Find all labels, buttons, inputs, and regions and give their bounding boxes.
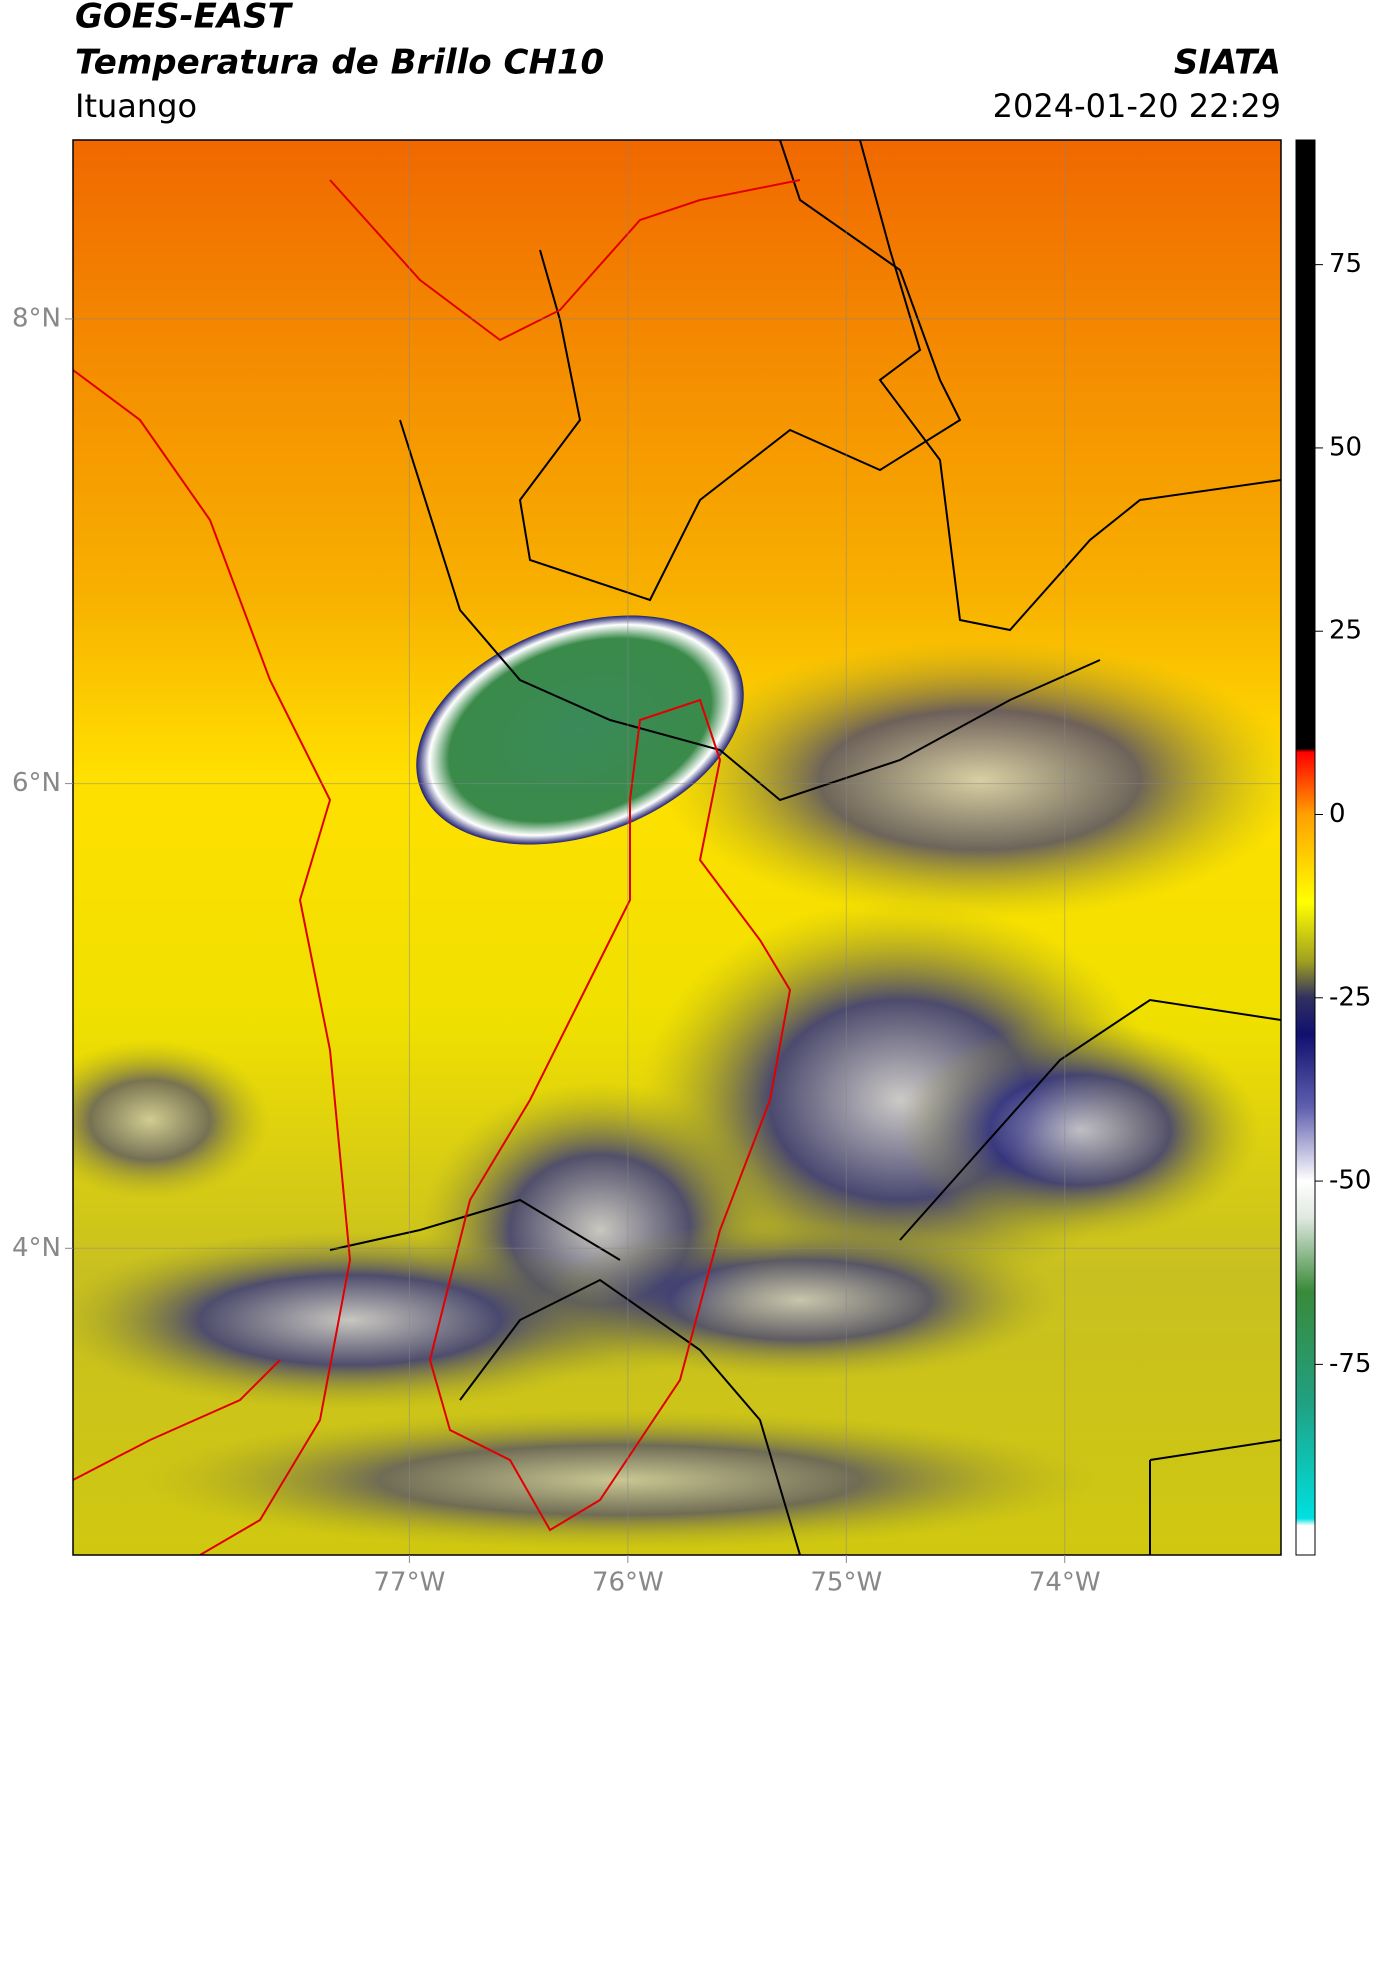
x-tick-label: 74°W	[1029, 1568, 1101, 1598]
location: Ituango	[75, 87, 197, 125]
colorbar-tick-label: -25	[1329, 982, 1371, 1012]
colorbar-tick-label: 75	[1329, 249, 1362, 279]
y-tick-label: 8°N	[12, 303, 61, 333]
colorbar-tick-label: 25	[1329, 616, 1362, 646]
grid	[73, 140, 1281, 1555]
colorbar-tick-label: -75	[1329, 1349, 1371, 1379]
y-tick-label: 4°N	[12, 1233, 61, 1263]
map-image	[73, 140, 1281, 1555]
subtitle: Temperatura de Brillo CH10	[75, 43, 604, 83]
map-frame	[72, 139, 1282, 1556]
colorbar-tick-label: 50	[1329, 432, 1362, 462]
colorbar-tick-label: -50	[1329, 1166, 1371, 1196]
brand: SIATA	[1174, 43, 1281, 83]
x-tick-label: 76°W	[592, 1568, 664, 1598]
colorbar	[1295, 139, 1316, 1556]
colorbar-tick-label: 0	[1329, 799, 1346, 829]
y-tick-label: 6°N	[12, 768, 61, 798]
x-tick-label: 75°W	[810, 1568, 882, 1598]
x-tick-label: 77°W	[374, 1568, 446, 1598]
datetime: 2024-01-20 22:29	[993, 87, 1281, 125]
title: GOES-EAST	[75, 0, 294, 37]
